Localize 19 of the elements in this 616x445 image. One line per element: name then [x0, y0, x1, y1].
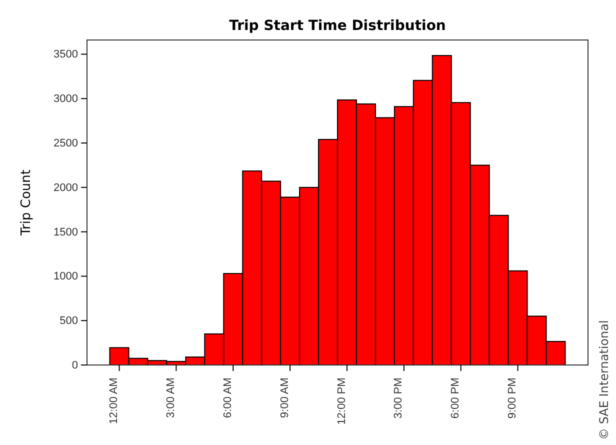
y-tick-label: 3000 — [54, 93, 78, 106]
y-tick-label: 3500 — [54, 48, 78, 61]
y-tick-label: 1500 — [54, 226, 78, 238]
x-tick-label: 6:00 PM — [450, 378, 462, 419]
y-tick-label: 2000 — [54, 182, 78, 194]
y-tick-label: 500 — [60, 315, 78, 328]
y-tick-label: 2500 — [54, 138, 78, 150]
x-tick-label: 9:00 AM — [278, 378, 291, 418]
x-tick-label: 6:00 AM — [222, 378, 234, 418]
y-tick-label: 1000 — [54, 270, 78, 283]
text: © SAE International — [597, 320, 611, 440]
x-tick-label: 9:00 PM — [506, 378, 519, 419]
y-axis-title: Trip Count — [19, 170, 34, 236]
x-tick-label: 12:00 AM — [108, 378, 120, 424]
x-tick-label: 3:00 PM — [392, 378, 405, 419]
chart-title: Trip Start Time Distribution — [229, 18, 446, 34]
x-tick-label: 12:00 PM — [336, 378, 348, 425]
x-tick-label: 3:00 AM — [164, 378, 177, 418]
y-tick-label: 0 — [72, 360, 78, 372]
